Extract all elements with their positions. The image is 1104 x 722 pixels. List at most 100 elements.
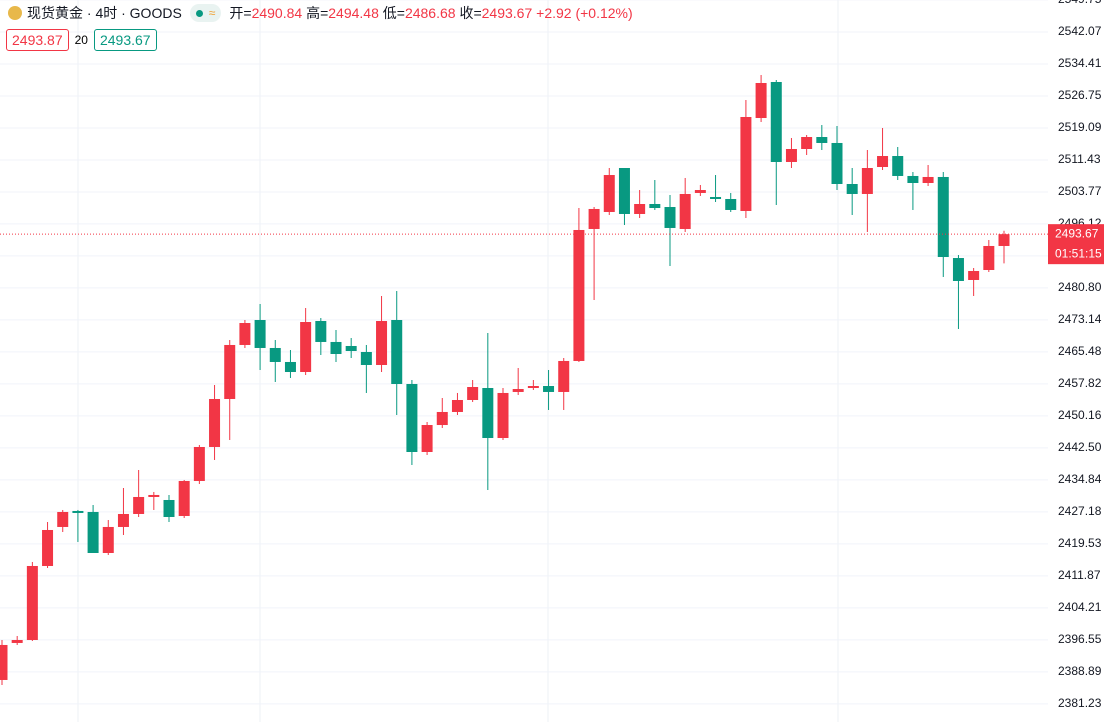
y-tick-label: 2427.18 [1058, 504, 1102, 518]
y-tick-label: 2442.50 [1058, 440, 1102, 454]
y-tick-label: 2411.87 [1058, 568, 1101, 582]
candle-body [952, 258, 964, 281]
y-tick-label: 2534.41 [1058, 56, 1102, 70]
candle-body [11, 640, 23, 643]
candle-body [968, 271, 980, 280]
badge-text: ≈ [208, 6, 216, 20]
candle-body [178, 480, 190, 516]
candle-body [573, 229, 585, 361]
candle-body [543, 385, 555, 392]
candle-body [770, 81, 782, 162]
candle-body [315, 321, 327, 342]
candle-body [360, 351, 372, 365]
candle-body [87, 511, 99, 553]
candle-body [603, 175, 615, 212]
candle-body [877, 156, 889, 167]
y-tick-label: 2480.80 [1058, 280, 1102, 294]
y-tick-label: 2404.21 [1058, 600, 1102, 614]
status-badge: ≈ [189, 4, 222, 22]
change: +2.92 (+0.12%) [536, 5, 633, 21]
quote-row: 2493.87 20 2493.67 [6, 29, 157, 51]
candle-body [983, 245, 995, 271]
y-tick-label: 2473.14 [1058, 312, 1102, 326]
candle-body [117, 513, 129, 527]
y-tick-label: 2465.48 [1058, 344, 1102, 358]
candle-body [755, 82, 767, 119]
candle-body [451, 399, 463, 412]
legend-header: 现货黄金 · 4时 · GOODS ≈ 开= 2490.84 高= 2494.48 … [8, 3, 633, 23]
candle-body [649, 204, 661, 209]
symbol[interactable]: 现货黄金 · 4时 · GOODS [27, 5, 182, 21]
candle-body [209, 398, 221, 447]
last-price-label: 2493.67 [1055, 226, 1099, 240]
candle-body [846, 183, 858, 194]
ask-button[interactable]: 2493.67 [93, 29, 157, 51]
candle-body [224, 344, 236, 399]
candle-body [694, 190, 706, 193]
y-tick-label: 2549.75 [1058, 0, 1102, 6]
candle-body [816, 137, 828, 143]
candle-body [482, 388, 494, 439]
candle-body [406, 383, 418, 452]
candle-body [0, 644, 8, 680]
status-dot [195, 9, 203, 17]
candle-body [376, 321, 388, 365]
candle-body [284, 361, 296, 373]
candle-body [57, 511, 69, 527]
candle-body [436, 411, 448, 426]
candle-body [618, 168, 630, 214]
y-tick-label: 2503.77 [1058, 184, 1102, 198]
candle-body [102, 526, 114, 553]
low-value: 2486.68 [404, 5, 456, 21]
candle-body [391, 320, 403, 384]
y-tick-label: 2511.43 [1058, 152, 1101, 166]
y-tick-label: 2542.07 [1058, 24, 1102, 38]
low-label: 低= [382, 5, 405, 21]
y-tick-label: 2450.16 [1058, 408, 1102, 422]
candle-body [497, 392, 509, 439]
candle-body [937, 176, 949, 258]
close-label: 收= [459, 5, 482, 21]
candle-body [831, 142, 843, 184]
candle-body [421, 425, 433, 452]
candle-body [269, 347, 281, 362]
bid-button[interactable]: 2493.87 [6, 29, 69, 51]
open-label: 开= [229, 5, 252, 21]
time-grid [77, 0, 839, 722]
candle-body [664, 207, 676, 228]
candle-body [679, 193, 691, 229]
candle-body [133, 496, 145, 514]
close-value: 2493.67 [481, 5, 533, 21]
candle-body [740, 116, 752, 211]
candle-body [558, 360, 570, 392]
candle-body [801, 137, 813, 149]
symbol-icon [8, 6, 22, 20]
candle-body [725, 198, 737, 210]
candle-body [300, 322, 312, 373]
high-value: 2494.48 [328, 5, 379, 21]
spread: 20 [74, 33, 88, 47]
y-tick-label: 2419.53 [1058, 536, 1102, 550]
candle-body [148, 494, 160, 497]
y-tick-label: 2526.75 [1058, 88, 1102, 102]
y-tick-label: 2396.55 [1058, 632, 1102, 646]
candle-body [239, 323, 251, 345]
y-tick-label: 2388.89 [1058, 664, 1102, 678]
y-tick-label: 2381.23 [1058, 696, 1102, 710]
candle-body [512, 389, 524, 392]
y-tick-label: 2519.09 [1058, 120, 1102, 134]
y-tick-label: 2434.84 [1058, 472, 1102, 486]
candle-body [907, 175, 919, 183]
candle-body [892, 156, 904, 176]
candle-body [345, 345, 357, 351]
open-value: 2490.84 [251, 5, 303, 21]
y-tick-label: 2457.82 [1058, 376, 1102, 390]
candle-body [193, 446, 205, 481]
countdown-label: 01:51:15 [1055, 246, 1102, 260]
last-price-box [1048, 224, 1104, 265]
candle-body [710, 196, 722, 199]
candle-body [998, 234, 1010, 246]
candle-body [527, 385, 539, 389]
